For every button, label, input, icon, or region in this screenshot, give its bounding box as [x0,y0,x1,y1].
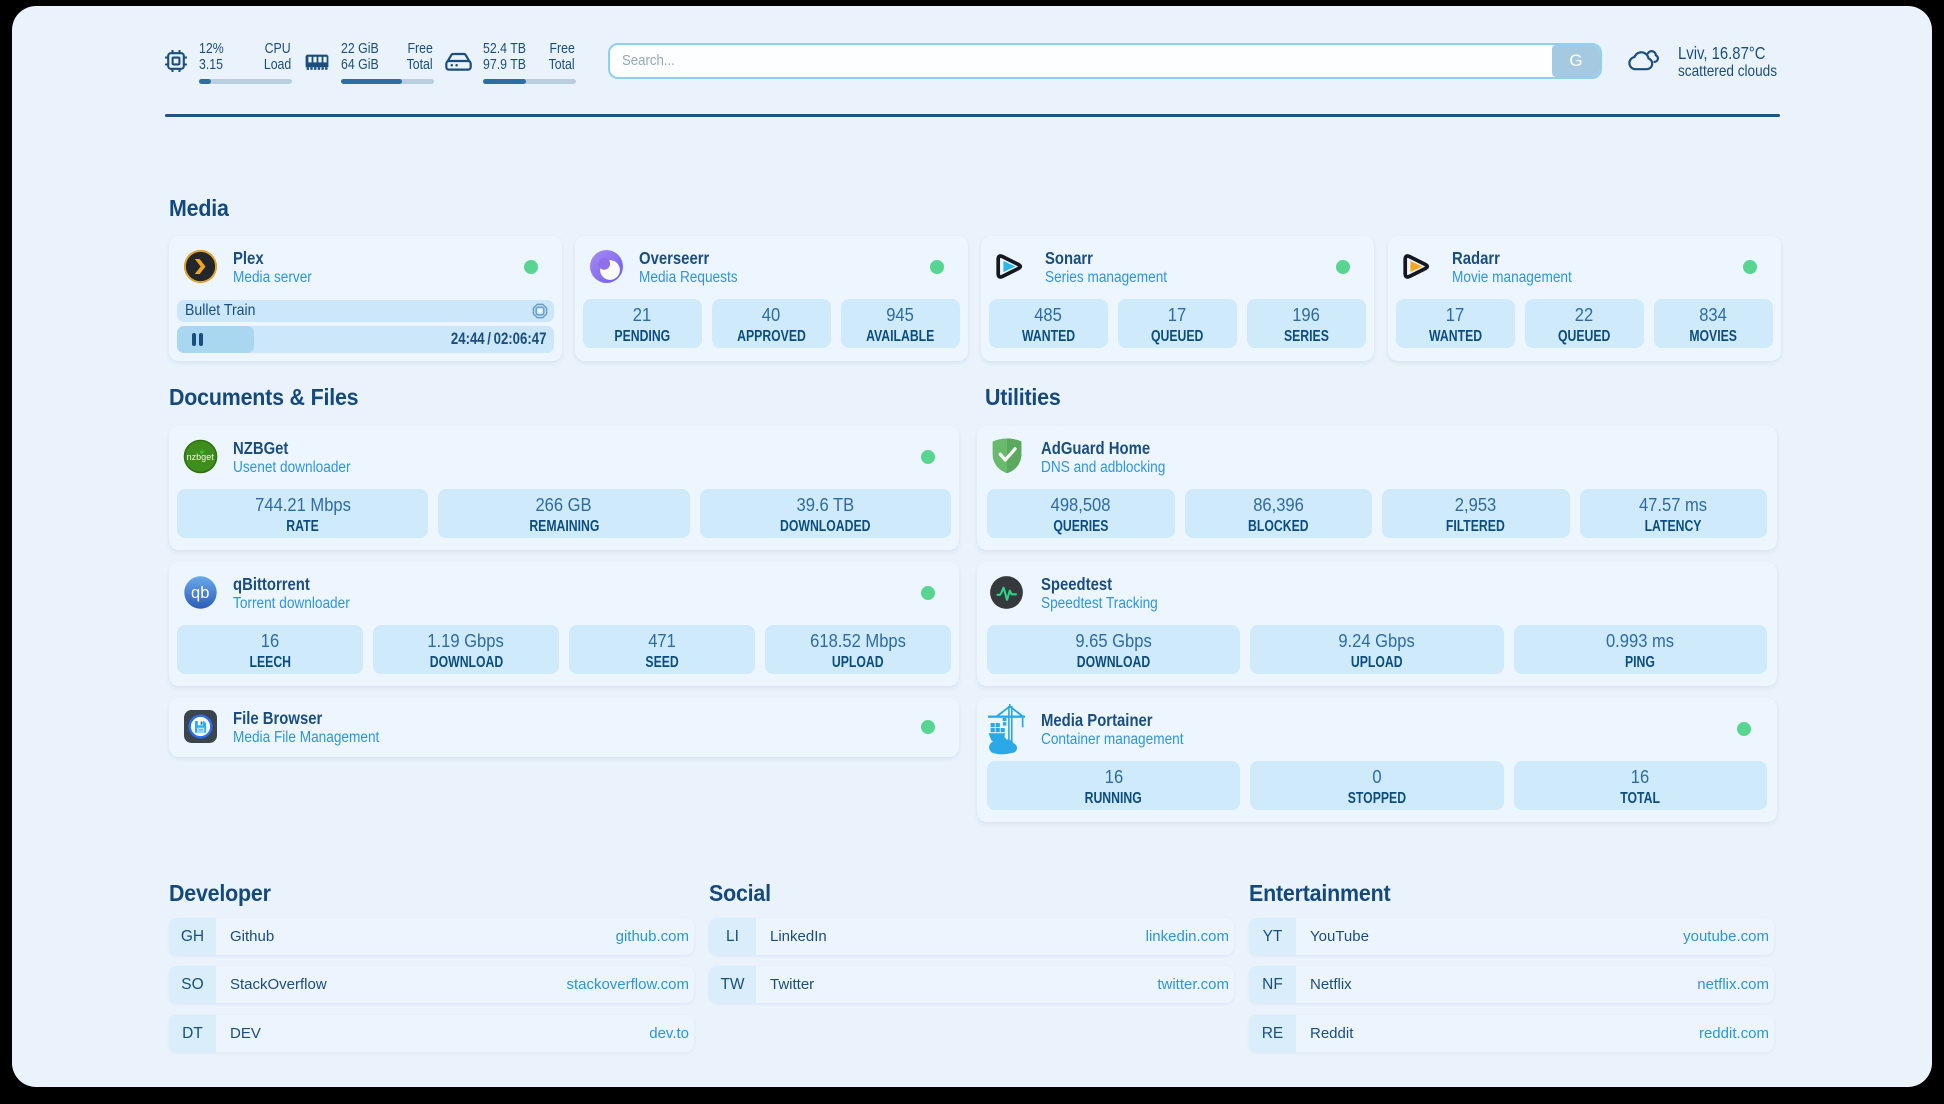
svg-text:qb: qb [191,584,209,602]
svg-text:nzbget: nzbget [187,452,215,462]
